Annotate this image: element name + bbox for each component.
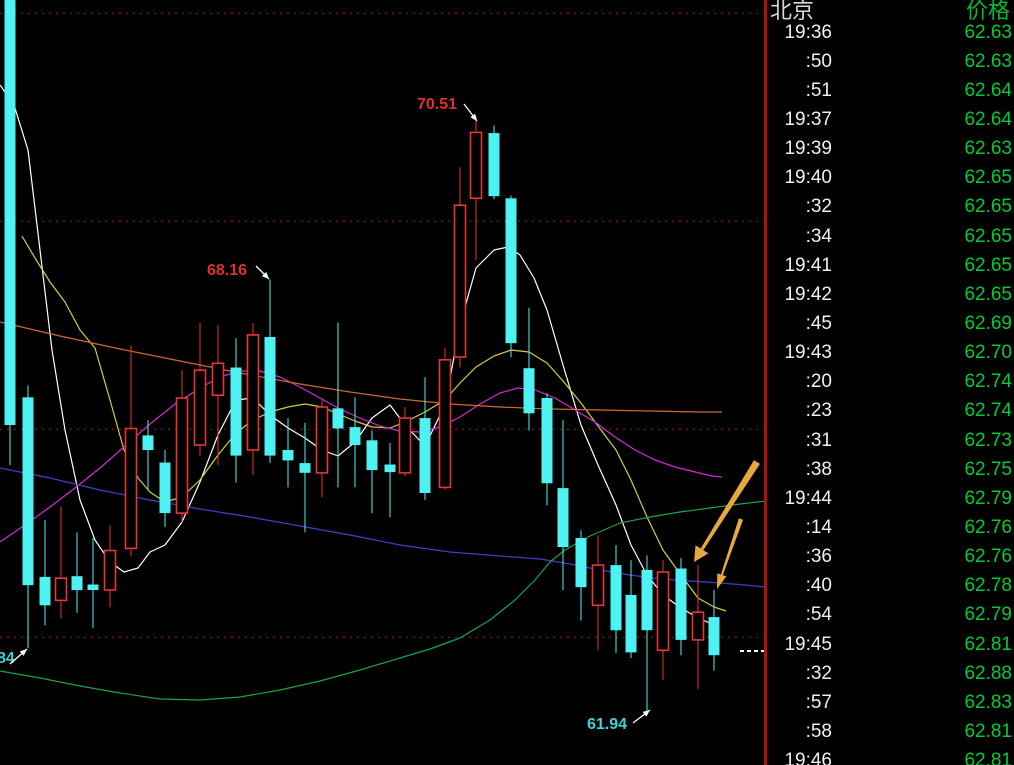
tick-row: 19:43 62.70 [768,339,1014,368]
tick-row: :45 62.69 [768,309,1014,338]
ma-orange-line [0,321,722,413]
tick-row: 19:41 62.65 [768,251,1014,280]
tick-time: :38 [805,458,832,480]
tick-price: 62.65 [964,254,1012,276]
tick-price: 62.75 [964,458,1012,480]
tick-row: :38 62.75 [768,455,1014,484]
tick-row-list: 19:36 62.63:50 62.63:51 62.64 19:37 62.64 19:3… [768,18,1014,765]
tick-row: :23 62.74 [768,397,1014,426]
tick-row: :32 62.65 [768,193,1014,222]
candlestick-chart: 70.51 68.16 61.94 84 [0,0,767,733]
tick-time: :51 [805,79,832,101]
tick-price: 62.79 [964,604,1012,626]
price-column-header: 价格 [965,0,1010,23]
tick-price: 62.83 [964,691,1012,713]
time-and-sales-panel[interactable]: 北京 价格 19:36 62.63 :50 62.63 :51 62.64 19:37 62.… [768,0,1014,765]
tick-price: 62.76 [964,516,1012,538]
tick-time: 19:39 [784,138,832,160]
ma-green-line [0,500,767,701]
candlestick-series [4,0,720,711]
tick-time: 19:46 [784,750,832,765]
price-annotation-label: 70.51 [417,96,457,113]
tick-time: :36 [805,546,832,568]
tick-price: 62.65 [964,283,1012,305]
tick-price: 62.79 [964,487,1012,509]
tick-price: 62.69 [964,312,1012,334]
tick-time: :23 [805,400,832,422]
tick-row: 19:36 62.63 [768,18,1014,47]
price-annotations: 70.51 68.16 61.94 84 [0,96,651,733]
price-gridlines [0,12,766,638]
tick-row: 19:45 62.81 [768,630,1014,659]
ma-magenta-line [0,370,723,543]
tick-time: 19:42 [784,283,832,305]
tick-row: :31 62.73 [768,426,1014,455]
tick-panel-header: 北京 价格 [768,0,1014,23]
tick-price: 62.63 [964,50,1012,72]
tick-price: 62.73 [964,429,1012,451]
tick-time: 19:45 [784,633,832,655]
price-annotation-label: 68.16 [207,262,247,279]
tick-price: 62.64 [964,108,1012,130]
tick-price: 62.74 [964,400,1012,422]
tick-time: :57 [805,691,832,713]
panel-border-line [764,0,767,765]
tick-row: :40 62.78 [768,572,1014,601]
tick-row: 19:37 62.64 [768,105,1014,134]
tick-time: :14 [805,516,832,538]
tick-time: 19:37 [784,108,832,130]
tick-time: :32 [805,196,832,218]
tick-time: :54 [805,604,832,626]
tick-price: 62.65 [964,225,1012,247]
tick-row: :51 62.64 [768,76,1014,105]
tick-row: :50 62.63 [768,47,1014,76]
tick-time: 19:44 [784,487,832,509]
tick-row: :14 62.76 [768,513,1014,542]
tick-time: 19:43 [784,342,832,364]
tick-time: :58 [805,720,832,742]
price-annotation-label: 84 [0,650,15,667]
tick-row: :54 62.79 [768,601,1014,630]
tick-time: :32 [805,662,832,684]
tick-price: 62.74 [964,371,1012,393]
tick-time: 19:36 [784,21,832,43]
tick-time: :20 [805,371,832,393]
tick-price: 62.65 [964,196,1012,218]
tick-row: :34 62.65 [768,222,1014,251]
tick-price: 62.64 [964,79,1012,101]
tick-row: :58 62.81 [768,717,1014,746]
tick-row: :32 62.88 [768,659,1014,688]
tick-price: 62.63 [964,138,1012,160]
tick-price: 62.81 [964,720,1012,742]
tick-time: :45 [805,312,832,334]
tick-time: :34 [805,225,832,247]
tick-price: 62.88 [964,662,1012,684]
tick-time: :40 [805,575,832,597]
drawn-pointer-arrows [694,460,760,589]
tick-time: 19:40 [784,167,832,189]
time-column-header: 北京 [770,0,815,23]
tick-price: 62.81 [964,750,1012,765]
tick-price: 62.81 [964,633,1012,655]
tick-row: :36 62.76 [768,543,1014,572]
tick-row: :57 62.83 [768,688,1014,717]
price-annotation-label: 61.94 [587,716,627,733]
tick-price: 62.65 [964,167,1012,189]
tick-price: 62.63 [964,21,1012,43]
tick-time: :31 [805,429,832,451]
tick-row: :20 62.74 [768,368,1014,397]
tick-row: 19:42 62.65 [768,280,1014,309]
tick-time: :50 [805,50,832,72]
tick-row: 19:39 62.63 [768,135,1014,164]
tick-price: 62.70 [964,342,1012,364]
tick-row: 19:46 62.81 [768,747,1014,765]
tick-price: 62.78 [964,575,1012,597]
ma-white-line [0,84,713,625]
tick-row: 19:44 62.79 [768,484,1014,513]
tick-time: 19:41 [784,254,832,276]
tick-row: 19:40 62.65 [768,164,1014,193]
tick-price: 62.76 [964,546,1012,568]
chart-area[interactable]: 70.51 68.16 61.94 84 [0,0,767,765]
